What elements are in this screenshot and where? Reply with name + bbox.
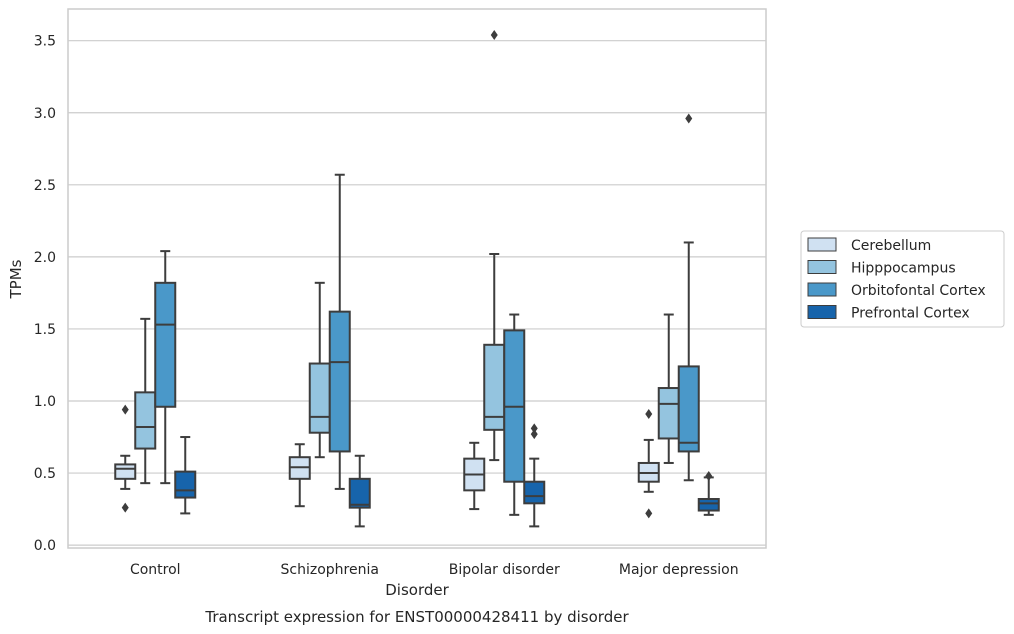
outlier-point [645,508,653,519]
box [134,391,157,450]
box-group [174,436,197,515]
box-group [523,423,546,528]
box-group [288,443,311,508]
legend-label: Cerebellum [851,238,931,254]
box [114,463,137,480]
legend-swatch [807,237,837,252]
y-tick-label: 1.0 [34,394,56,410]
box [677,365,700,453]
outlier-point [490,29,498,40]
box [308,362,331,434]
box-group [348,454,371,528]
box-group [677,113,700,482]
legend-swatch [807,260,837,274]
legend: Cerebellum Hipppocampus Orbitofontal Corte… [800,230,1005,328]
box [154,281,177,408]
outlier-point [645,408,653,419]
outlier-point [121,502,129,513]
x-tick-label: Schizophrenia [281,562,379,578]
box-group [483,29,506,462]
box [328,310,351,453]
legend-swatch [807,305,837,319]
box-group [114,404,137,513]
box [697,498,720,512]
y-tick-labels: 0.0 0.5 1.0 1.5 2.0 2.5 3.0 3.5 [34,34,56,554]
y-axis-label: TPMs [7,259,25,299]
legend-label: Orbitofontal Cortex [851,283,986,299]
plot-frame [67,8,767,549]
box [657,387,680,440]
outlier-point [685,113,693,124]
box-group [657,313,680,464]
box-group [328,173,351,490]
box-group [637,408,660,519]
box [174,470,197,499]
y-tick-label: 3.0 [34,106,56,122]
y-tick-label: 3.5 [34,34,56,50]
box-group [308,281,331,459]
x-tick-labels: Control Schizophrenia Bipolar disorder Majo… [130,562,739,578]
x-axis-label: Disorder [385,581,449,599]
outlier-point [530,423,538,434]
box-group [463,441,486,511]
x-tick-label: Control [130,562,181,578]
box-group [134,317,157,485]
box-layer [114,29,720,528]
legend-label: Prefrontal Cortex [851,306,970,322]
box [523,480,546,505]
box-group [697,470,720,516]
box-group [503,313,526,516]
outlier-point [705,470,713,481]
box-group [154,250,177,485]
legend-frame [800,230,1005,328]
x-tick-label: Major depression [619,562,739,578]
y-tick-label: 0.0 [34,538,56,554]
x-tick-label: Bipolar disorder [449,562,560,578]
y-tick-label: 2.0 [34,250,56,266]
outlier-point [121,404,129,415]
y-tick-label: 0.5 [34,466,56,482]
box [348,477,371,509]
y-tick-label: 1.5 [34,322,56,338]
legend-label: Hipppocampus [851,261,956,277]
chart-caption: Transcript expression for ENST0000042841… [204,608,629,626]
legend-swatch [807,282,837,297]
outlier-point [530,429,538,440]
y-tick-label: 2.5 [34,178,56,194]
